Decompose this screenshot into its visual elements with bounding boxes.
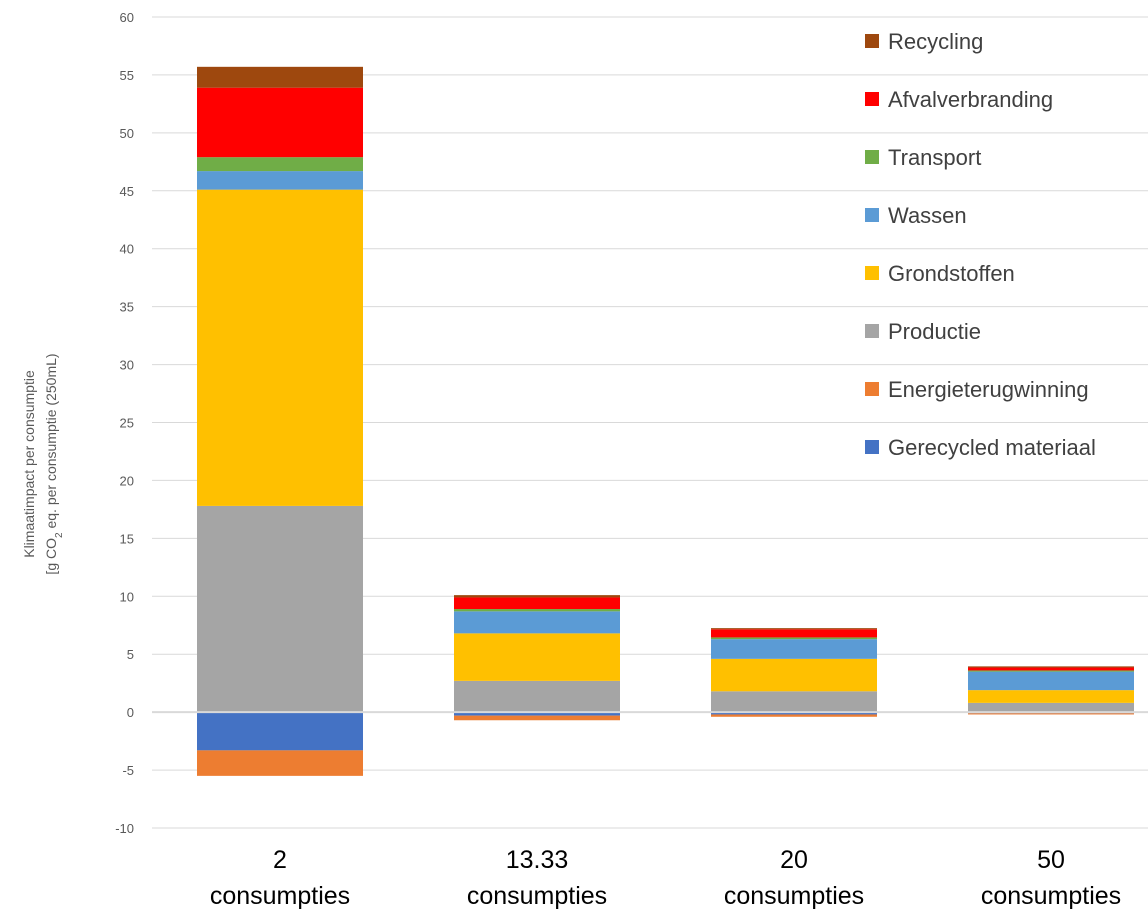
y-axis-label-line2: [g CO2 eq. per consumptie (250mL) [43,353,65,574]
x-category-label: consumpties [981,882,1121,910]
y-tick-label: 40 [120,242,134,257]
bar-segment [454,680,620,713]
bar-segment [454,595,620,598]
legend-item: Gerecycled materiaal [865,435,1096,460]
y-axis-label-line1: Klimaatimpact per consumptie [21,370,37,558]
x-category-label: 20 [780,846,808,874]
bar-segment [197,66,363,88]
legend-item: Energieterugwinning [865,377,1089,402]
legend-item: Wassen [865,203,967,228]
x-category-label: consumpties [210,882,350,910]
legend-item: Afvalverbranding [865,87,1053,112]
bar-segment [711,691,877,713]
legend: Recycling Afvalverbranding Transport Wassen… [865,29,1096,460]
legend-label: Energieterugwinning [888,377,1089,402]
legend-label: Wassen [888,203,967,228]
bar-segment [454,715,620,721]
bar-segment [968,713,1134,715]
y-tick-label: 55 [120,68,134,83]
legend-swatch [865,34,879,48]
y-axis-label-suffix: eq. per consumptie (250mL) [43,353,59,532]
legend-item: Grondstoffen [865,261,1015,286]
legend-swatch [865,440,879,454]
bar-segment [197,750,363,776]
bar-segment [968,667,1134,671]
y-axis-label-subscript: 2 [54,532,65,538]
y-tick-label: 30 [120,358,134,373]
bar-segment [197,171,363,190]
bar-segment [454,712,620,716]
bar-stack [454,595,620,721]
y-tick-label: -10 [115,821,134,836]
legend-label: Recycling [888,29,983,54]
bar-segment [968,702,1134,713]
legend-item: Transport [865,145,981,170]
x-category-label: consumpties [467,882,607,910]
bar-segment [454,609,620,612]
bars [197,66,1134,776]
bar-segment [711,714,877,717]
bar-segment [197,505,363,713]
y-axis-label-prefix: [g CO [43,538,59,575]
y-tick-label: 0 [127,705,134,720]
y-tick-label: 10 [120,589,134,604]
legend-swatch [865,150,879,164]
bar-segment [968,690,1134,703]
bar-stack [711,628,877,717]
bar-segment [197,87,363,158]
y-tick-label: 25 [120,416,134,431]
x-category-label: consumpties [724,882,864,910]
legend-label: Transport [888,145,981,170]
legend-item: Recycling [865,29,983,54]
bar-segment [711,628,877,630]
y-tick-label: 45 [120,184,134,199]
legend-item: Productie [865,319,981,344]
y-tick-label: 20 [120,473,134,488]
legend-label: Productie [888,319,981,344]
bar-segment [968,671,1134,691]
legend-label: Gerecycled materiaal [888,435,1096,460]
bar-stack [197,66,363,776]
bar-segment [711,639,877,659]
bar-segment [968,670,1134,672]
bar-stack [968,666,1134,715]
y-tick-label: 15 [120,531,134,546]
bar-segment [711,658,877,692]
y-axis-ticks: -10 -5 0 5 10 15 20 25 30 35 40 45 50 55 60 [115,10,134,836]
bar-segment [454,597,620,610]
x-category-label: 13.33 [506,846,569,874]
bar-segment [711,712,877,715]
legend-swatch [865,92,879,106]
legend-swatch [865,208,879,222]
bar-segment [197,712,363,751]
bar-segment [454,611,620,634]
y-tick-label: 60 [120,10,134,25]
bar-segment [711,629,877,638]
y-tick-label: 5 [127,647,134,662]
x-category-label: 50 [1037,846,1065,874]
x-axis-categories: 2 consumpties 13.33 consumpties 20 consumptie… [210,846,1121,910]
legend-swatch [865,382,879,396]
bar-segment [454,633,620,681]
bar-segment [711,637,877,640]
legend-label: Grondstoffen [888,261,1015,286]
bar-segment [197,189,363,506]
y-tick-label: 50 [120,126,134,141]
legend-label: Afvalverbranding [888,87,1053,112]
bar-segment [197,157,363,172]
y-tick-label: 35 [120,300,134,315]
x-category-label: 2 [273,846,287,874]
legend-swatch [865,324,879,338]
y-tick-label: -5 [122,763,134,778]
legend-swatch [865,266,879,280]
bar-segment [968,666,1134,668]
